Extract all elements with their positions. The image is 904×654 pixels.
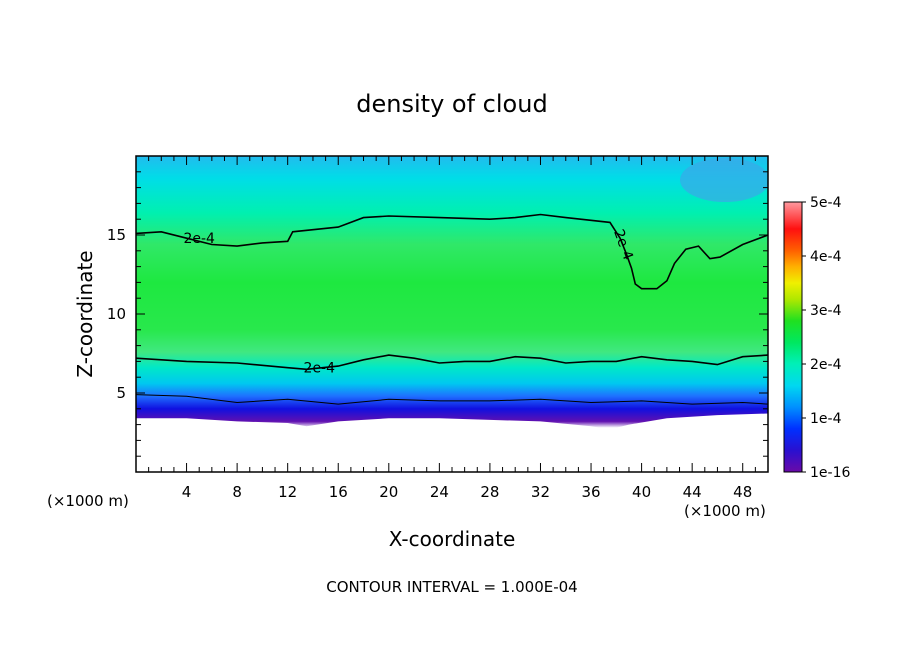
x-axis-ticks: 4 8 12 16 20 24 28 32 36 40 44 48: [148, 156, 756, 501]
y-axis-label: Z-coordinate: [73, 250, 97, 377]
x-tick-label: 32: [531, 483, 550, 501]
colorbar-tick-label: 1e-16: [810, 465, 850, 481]
x-tick-label: 20: [379, 483, 398, 501]
x-tick-label: 36: [581, 483, 600, 501]
y-tick-label: 10: [107, 305, 126, 323]
y-tick-label: 15: [107, 226, 126, 244]
contour-interval: CONTOUR INTERVAL = 1.000E-04: [326, 578, 577, 596]
x-axis-label: X-coordinate: [389, 527, 516, 551]
x-tick-label: 8: [232, 483, 242, 501]
contour-line-lower: [136, 354, 768, 371]
colorbar-tick-label: 1e-4: [810, 411, 842, 427]
colorbar-tick-label: 2e-4: [810, 357, 842, 373]
x-unit-left: (×1000 m): [47, 492, 129, 510]
x-tick-label: 4: [182, 483, 192, 501]
x-tick-label: 16: [329, 483, 348, 501]
x-tick-label: 24: [430, 483, 449, 501]
chart-title: density of cloud: [356, 90, 547, 118]
x-tick-label: 28: [480, 483, 499, 501]
x-tick-label: 48: [733, 483, 752, 501]
y-axis-ticks: 5 10 15: [107, 171, 768, 457]
x-tick-label: 44: [683, 483, 702, 501]
colorbar-tick-label: 4e-4: [810, 249, 842, 265]
x-tick-label: 40: [632, 483, 651, 501]
colorbar-tick-label: 3e-4: [810, 303, 842, 319]
contour-lines: [136, 213, 768, 405]
field-top-patch: [680, 158, 768, 202]
contour-line-low: [136, 394, 768, 405]
colorbar-tick-label: 5e-4: [810, 195, 842, 211]
x-unit-right: (×1000 m): [684, 502, 766, 520]
contour-label: 2e-4: [183, 231, 215, 247]
contour-label: 2e-4: [304, 361, 336, 377]
colorbar-ticks: 1e-16 1e-4 2e-4 3e-4 4e-4 5e-4: [802, 195, 850, 481]
colorbar: [783, 201, 803, 473]
x-tick-label: 12: [278, 483, 297, 501]
y-tick-label: 5: [116, 384, 126, 402]
contour-line-upper: [136, 213, 768, 290]
cloud-base-fill: [136, 413, 768, 472]
